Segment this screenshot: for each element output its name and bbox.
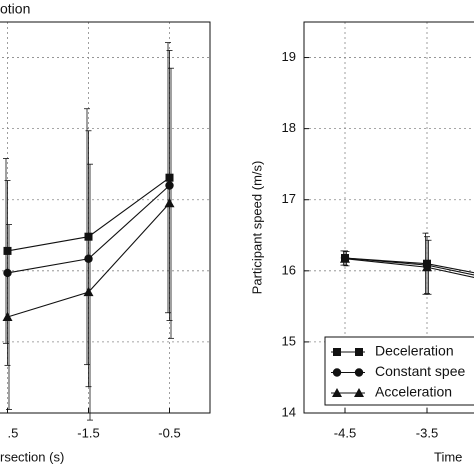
marker — [84, 254, 93, 263]
x-tick-label: -3.5 — [416, 425, 438, 440]
legend-marker — [354, 368, 364, 377]
y-tick-label: 15 — [282, 333, 296, 348]
x-tick-label: .5 — [8, 425, 19, 440]
marker — [3, 268, 12, 278]
y-tick-label: 19 — [282, 49, 296, 64]
plot-frame — [303, 21, 474, 414]
legend-marker — [333, 348, 341, 356]
legend-label: Acceleration — [375, 384, 452, 400]
legend-marker — [332, 368, 342, 377]
y-tick-label: 14 — [282, 404, 296, 419]
marker — [2, 312, 13, 322]
x-tick-label: -4.5 — [334, 425, 356, 440]
series-line — [344, 257, 474, 276]
plot-frame — [0, 21, 211, 414]
x-axis-label: Time — [434, 449, 462, 464]
chart-title: otion — [0, 1, 30, 17]
legend-label: Deceleration — [375, 343, 454, 359]
legend-marker — [354, 388, 364, 397]
y-axis-label: Participant speed (m/s) — [249, 161, 264, 295]
legend-label: Constant spee — [375, 363, 465, 379]
y-tick-label: 18 — [282, 120, 296, 135]
marker — [83, 287, 94, 297]
x-axis-label: rsection (s) — [0, 449, 64, 464]
y-tick-label: 16 — [282, 262, 296, 277]
legend-box — [324, 336, 474, 406]
x-tick-label: -1.5 — [77, 425, 99, 440]
marker — [422, 262, 432, 272]
x-tick-label: -0.5 — [158, 425, 180, 440]
marker — [164, 198, 175, 208]
y-tick-label: 17 — [282, 191, 296, 206]
legend-marker — [355, 348, 363, 356]
marker — [165, 181, 174, 190]
marker — [340, 253, 350, 263]
legend-marker — [332, 388, 342, 397]
